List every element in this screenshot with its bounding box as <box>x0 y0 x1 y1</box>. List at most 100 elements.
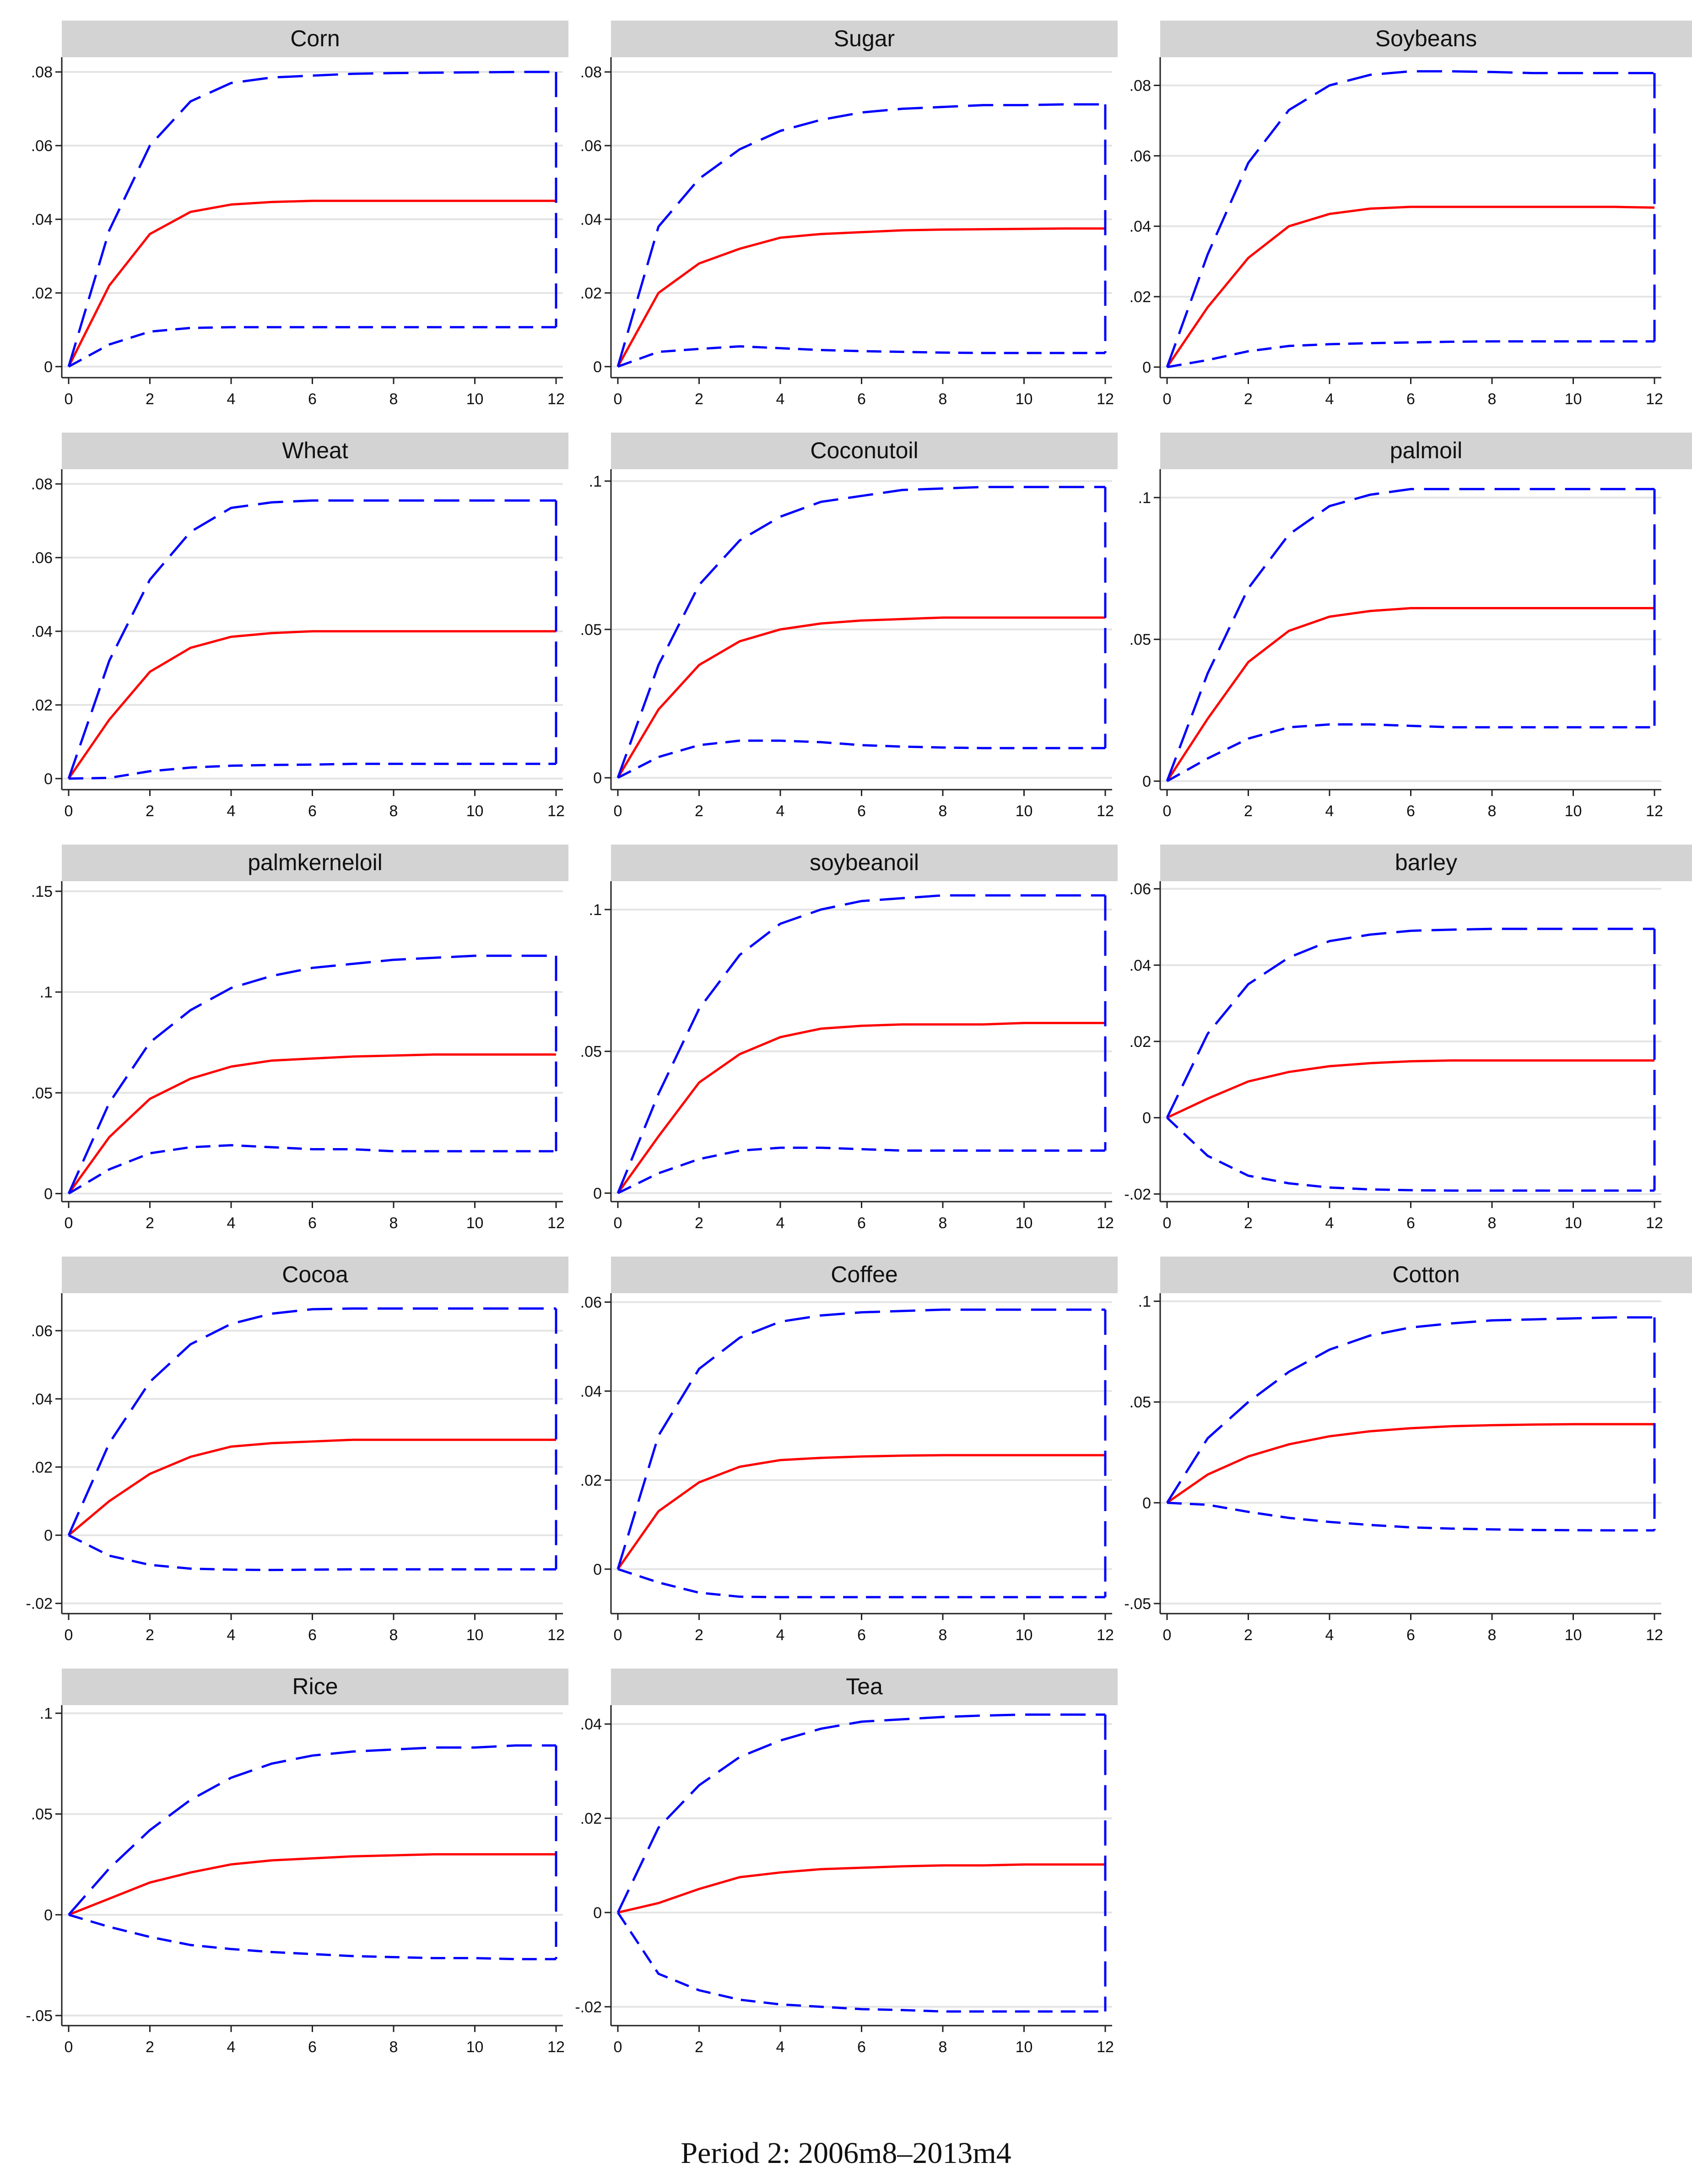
y-tick-label: .04 <box>580 211 602 228</box>
panel-title-bar <box>611 1257 1118 1293</box>
y-tick-label: .1 <box>40 1705 53 1723</box>
x-tick-label: 10 <box>1016 1626 1033 1644</box>
y-tick-label: .02 <box>31 697 53 714</box>
figure-caption: Period 2: 2006m8–2013m4 <box>681 2136 1011 2170</box>
x-tick-label: 4 <box>227 390 236 408</box>
y-tick-label: -.02 <box>575 1999 602 2016</box>
series-line-irf <box>616 1022 1105 1194</box>
series-line-irf <box>616 616 1105 779</box>
x-tick-label: 2 <box>146 802 154 820</box>
y-tick-label: .08 <box>31 64 53 81</box>
y-tick-label: .06 <box>580 137 602 155</box>
x-tick-label: 10 <box>1565 390 1582 408</box>
series-line-lower <box>616 1912 1105 2013</box>
series-line-upper <box>616 894 1105 1194</box>
series-line-upper <box>67 1307 556 1536</box>
x-tick-label: 10 <box>466 1626 484 1644</box>
series-line-lower <box>68 1144 556 1195</box>
panel-title-bar <box>62 1669 568 1705</box>
panel-title: Wheat <box>282 438 348 463</box>
panel-title-bar <box>1160 21 1692 57</box>
y-tick-label: .15 <box>31 883 53 900</box>
x-tick-label: 4 <box>776 802 785 820</box>
x-tick-label: 6 <box>308 1214 317 1232</box>
x-tick-label: 8 <box>1488 1214 1497 1232</box>
y-tick-label: .04 <box>1130 957 1151 974</box>
panel-title-bar <box>611 1669 1118 1705</box>
y-tick-label: .02 <box>580 285 602 302</box>
x-tick-label: 12 <box>1097 2038 1114 2056</box>
x-tick-label: 8 <box>389 1214 398 1232</box>
series-line-upper <box>1166 70 1654 368</box>
y-tick-label: 0 <box>1142 1110 1151 1127</box>
panel-title: Cotton <box>1392 1262 1460 1287</box>
x-tick-label: 6 <box>1406 390 1415 408</box>
chart-panel-soybeanoil: soybeanoil 0 .05 .1 0 2 4 6 8 10 12 <box>580 845 1118 1232</box>
x-tick-label: 4 <box>1325 1626 1334 1644</box>
panel-title-bar <box>1160 1257 1692 1293</box>
series-line-lower <box>617 345 1105 368</box>
x-tick-label: 0 <box>614 390 622 408</box>
series-line-irf <box>1166 206 1655 368</box>
x-tick-label: 10 <box>1016 390 1033 408</box>
x-tick-label: 12 <box>547 1214 565 1232</box>
y-tick-label: .06 <box>31 137 53 155</box>
x-tick-label: 2 <box>695 2038 703 2056</box>
chart-panel-soybeans: Soybeans 0 .02 .04 .06 .08 0 2 4 6 8 10 12 <box>1130 21 1692 408</box>
series-line-upper <box>67 499 556 779</box>
x-tick-label: 10 <box>1016 802 1033 820</box>
y-tick-label: .08 <box>1130 77 1151 95</box>
x-tick-label: 4 <box>227 802 236 820</box>
y-tick-label: .08 <box>580 64 602 81</box>
series-line-irf <box>1166 1423 1654 1504</box>
x-tick-label: 8 <box>939 1626 947 1644</box>
x-tick-label: 8 <box>939 1214 947 1232</box>
x-tick-label: 6 <box>857 1214 866 1232</box>
y-tick-label: 0 <box>1142 359 1151 376</box>
panel-title: Corn <box>290 26 340 51</box>
series-line-lower <box>617 1146 1105 1194</box>
x-tick-label: 6 <box>857 802 866 820</box>
series-line-upper <box>616 1308 1105 1570</box>
x-tick-label: 12 <box>547 802 565 820</box>
y-tick-label: .06 <box>1130 147 1151 165</box>
y-tick-label: .04 <box>31 623 53 640</box>
y-tick-label: .04 <box>580 1383 602 1400</box>
x-tick-label: 4 <box>227 2038 236 2056</box>
series-line-upper <box>67 70 556 367</box>
chart-panel-palmoil: palmoil 0 .05 .1 0 2 4 6 8 10 12 <box>1130 433 1692 820</box>
x-tick-label: 10 <box>1016 2038 1033 2056</box>
panel-title-bar <box>611 845 1118 881</box>
series-line-lower <box>1166 1116 1654 1192</box>
x-tick-label: 8 <box>389 2038 398 2056</box>
panel-title-bar <box>611 433 1118 469</box>
y-tick-label: .05 <box>580 621 602 639</box>
y-tick-label: .04 <box>31 211 53 228</box>
y-tick-label: .02 <box>1130 1033 1151 1051</box>
series-line-lower <box>68 763 556 780</box>
x-tick-label: 2 <box>1244 390 1253 408</box>
x-tick-label: 2 <box>146 1214 154 1232</box>
chart-panel-coconutoil: Coconutoil 0 .05 .1 0 2 4 6 8 10 12 <box>580 433 1118 820</box>
series-line-lower <box>68 1534 556 1572</box>
x-tick-label: 12 <box>547 2038 565 2056</box>
y-tick-label: .1 <box>1138 1293 1151 1311</box>
chart-panel-tea: Tea -.02 0 .02 .04 0 2 4 6 8 10 12 <box>575 1669 1118 2056</box>
x-tick-label: 6 <box>308 1626 317 1644</box>
x-tick-label: 12 <box>1646 1214 1663 1232</box>
x-tick-label: 2 <box>695 802 703 820</box>
panel-title-bar <box>1160 845 1692 881</box>
x-tick-label: 0 <box>65 1626 73 1644</box>
series-line-upper <box>616 103 1105 367</box>
panel-title-bar <box>1160 433 1692 469</box>
panel-title-bar <box>62 845 568 881</box>
x-tick-label: 0 <box>1163 1214 1172 1232</box>
x-tick-label: 4 <box>776 1626 785 1644</box>
x-tick-label: 4 <box>1325 802 1334 820</box>
y-tick-label: 0 <box>593 358 602 376</box>
y-tick-label: .05 <box>1130 631 1151 649</box>
x-tick-label: 12 <box>1097 1626 1114 1644</box>
y-tick-label: .1 <box>40 984 53 1001</box>
y-tick-label: .06 <box>1130 881 1151 898</box>
x-tick-label: 0 <box>65 1214 73 1232</box>
